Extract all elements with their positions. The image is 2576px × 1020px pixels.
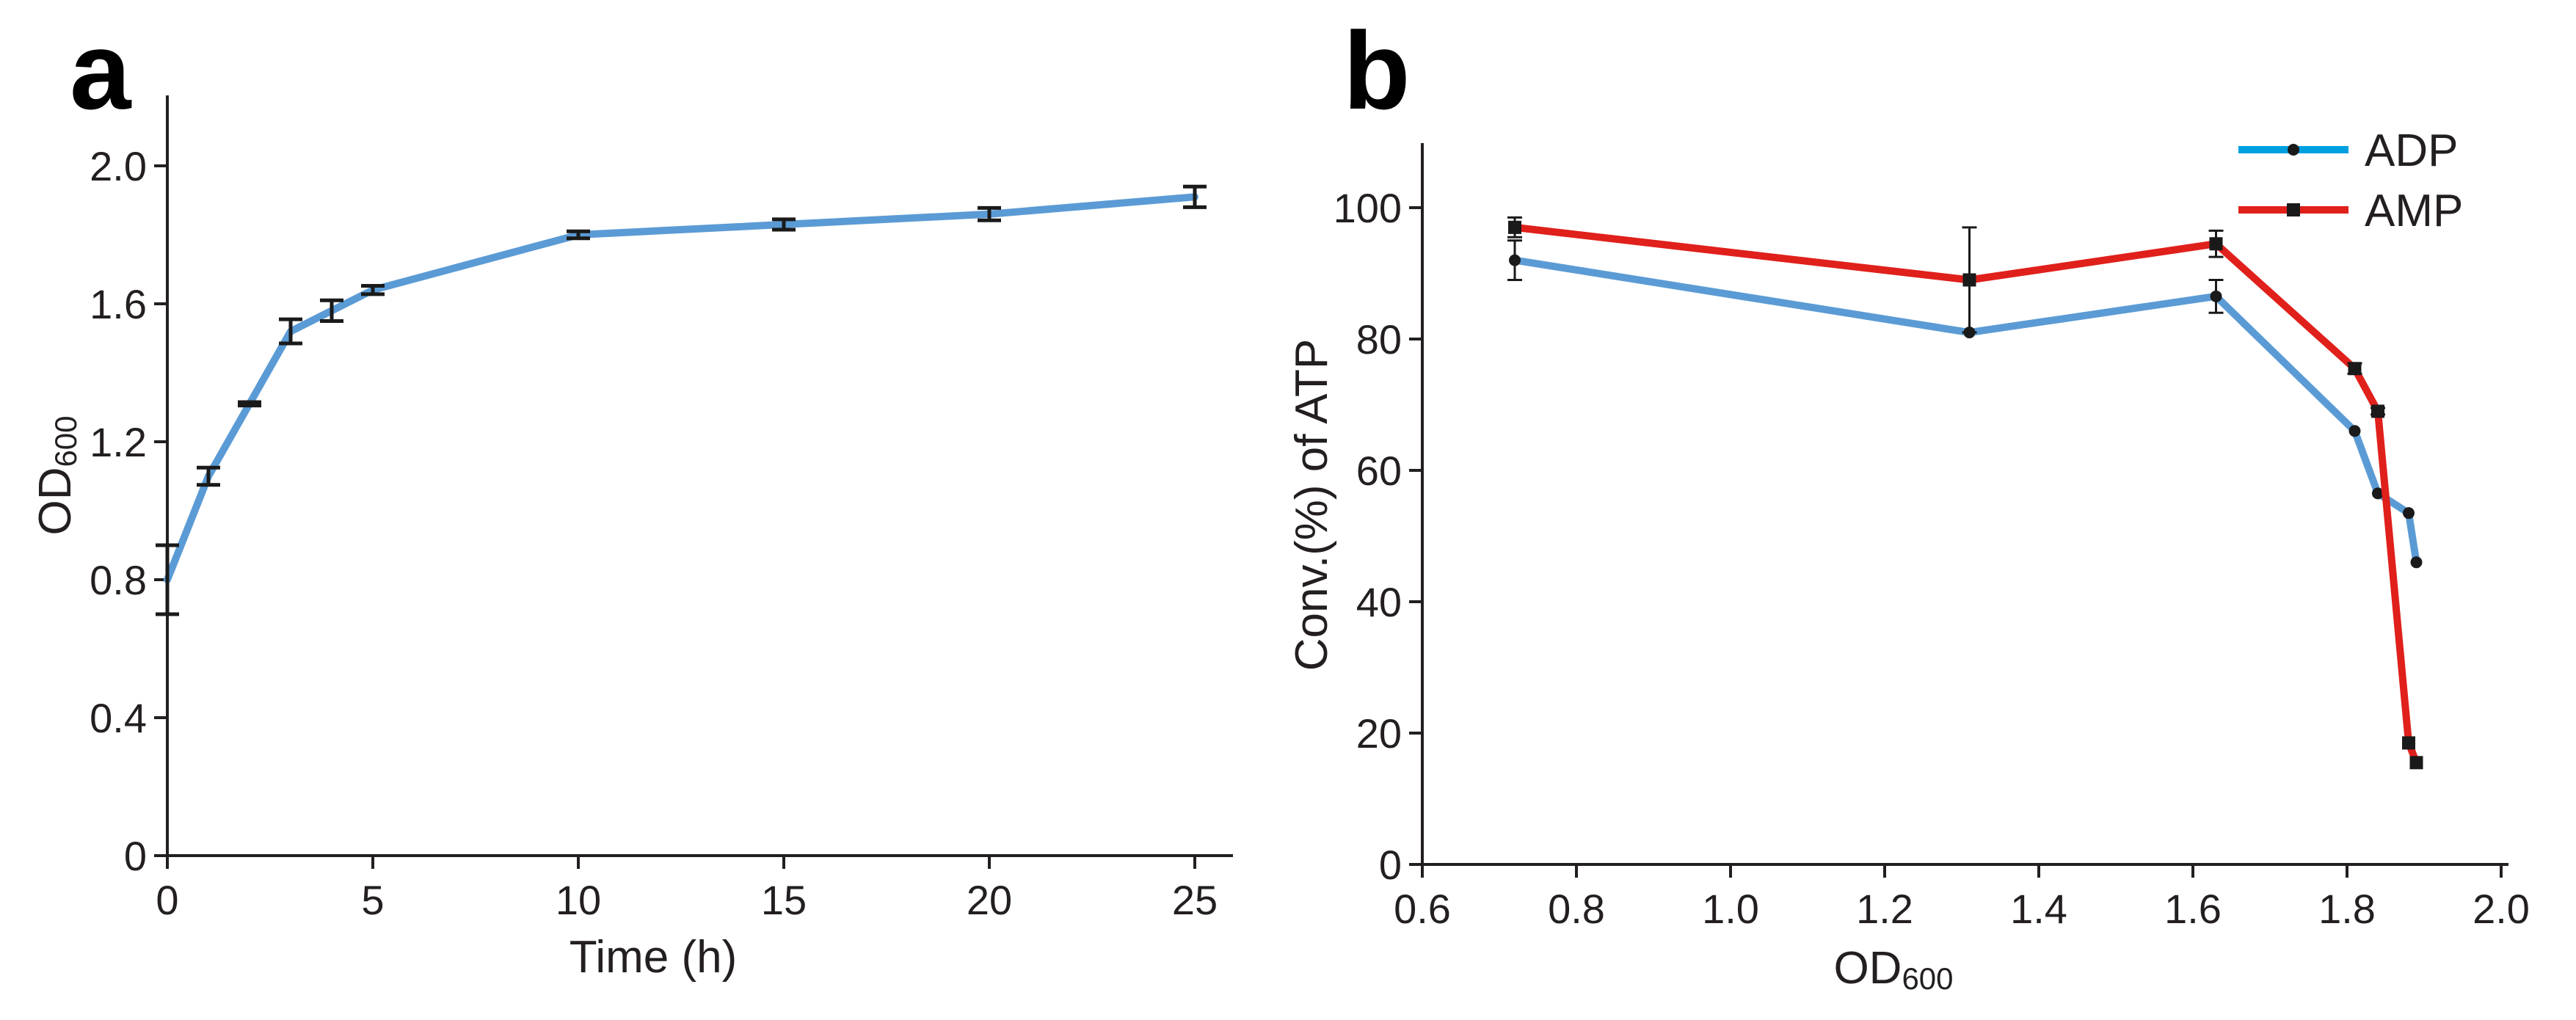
panel-b-x-tick-label: 1.6 — [2164, 886, 2222, 932]
legend: ADP AMP — [2238, 125, 2463, 236]
panel-b-x-tick-label: 1.2 — [1856, 886, 1913, 932]
panel-b-point-adp — [2348, 425, 2361, 437]
panel-a-y-tick-label: 1.2 — [90, 419, 147, 465]
panel-b-x-label-sub: 600 — [1902, 961, 1953, 996]
panel-a-y-tick-label: 0.8 — [90, 557, 147, 603]
panel-b-x-label-main: OD — [1833, 943, 1902, 994]
panel-b-series — [1507, 216, 2423, 770]
panel-b-point-amp — [2409, 756, 2423, 770]
panel-a-error-bar — [361, 284, 385, 296]
panel-a-y-label-main: OD — [30, 467, 81, 536]
panel-b-point-amp — [2371, 404, 2384, 418]
panel-b-y-tick-label: 60 — [1356, 448, 1402, 494]
panel-a-y-label-sub: 600 — [48, 415, 83, 467]
panel-a-point — [208, 476, 209, 477]
panel-a-series-line-od600 — [164, 193, 1198, 583]
panel-b-x-label: OD600 — [1833, 943, 1953, 996]
panel-a-point — [167, 579, 168, 580]
panel-a-error-bar — [320, 298, 343, 323]
panel-a-error-bar — [156, 543, 179, 616]
panel-a-x-tick-label: 0 — [156, 877, 178, 923]
panel-b-y-label: Conv.(%) of ATP — [1287, 339, 1337, 671]
chart-panel-a: a 0 5 10 15 20 25 0 0.4 0.8 1.2 1.6 2.0 Time (h) OD… — [30, 9, 1233, 983]
panel-b-point-amp — [1508, 220, 1521, 234]
panel-b-point-adp — [2410, 556, 2423, 569]
panel-a-point — [578, 234, 579, 236]
legend-amp-marker — [2287, 203, 2300, 216]
panel-a-y-tick-label: 2.0 — [90, 143, 147, 189]
panel-a-point — [1194, 196, 1196, 197]
panel-a-point — [290, 331, 291, 332]
panel-b-y-tick-label: 20 — [1356, 710, 1402, 757]
panel-b-y-tick-label: 100 — [1334, 185, 1402, 231]
panel-b-x-tick-label: 1.4 — [2010, 886, 2067, 932]
panel-a-y-tick-label: 1.6 — [90, 281, 147, 327]
panel-b-series-line-amp — [1511, 223, 2420, 767]
panel-a-x-tick-label: 20 — [967, 877, 1012, 923]
panel-a-error-bar — [238, 400, 261, 408]
panel-a-error-bar — [772, 217, 796, 232]
panel-a-error-bar — [197, 465, 220, 487]
panel-a-x-tick-label: 15 — [761, 877, 807, 923]
panel-b-x-tick-label: 2.0 — [2473, 886, 2530, 932]
panel-a-point — [783, 224, 785, 225]
panel-b-x-tick-label: 1.8 — [2318, 886, 2376, 932]
legend-adp-label: ADP — [2365, 125, 2458, 176]
panel-a-error-bar — [1183, 184, 1207, 209]
panel-a-y-label: OD600 — [30, 415, 83, 535]
panel-b-y-tick-label: 0 — [1379, 842, 1402, 888]
panel-a-x-tick-label: 10 — [556, 877, 601, 923]
panel-b-point-adp — [1509, 254, 1521, 266]
panel-b-point-amp — [1962, 273, 1976, 287]
panel-a-point — [249, 403, 250, 404]
panel-b-x-tick-label: 0.6 — [1394, 886, 1451, 932]
panel-b-point-amp — [2209, 237, 2223, 251]
panel-a-series — [156, 184, 1207, 616]
panel-a-y-tick-label: 0.4 — [90, 695, 147, 741]
panel-a-x-label: Time (h) — [570, 932, 737, 983]
panel-b-ticks: 0.6 0.8 1.0 1.2 1.4 1.6 1.8 2.0 0 20 40 60 80 100 — [1334, 185, 2530, 932]
panel-b-point-amp — [2348, 362, 2362, 376]
panel-b-y-tick-label: 80 — [1356, 316, 1402, 363]
panel-a-point — [989, 214, 990, 215]
panel-b-point-adp — [2210, 290, 2222, 302]
panel-a-error-bar — [567, 229, 590, 241]
panel-a-x-tick-label: 5 — [361, 877, 384, 923]
panel-a-error-bar — [978, 205, 1001, 222]
chart-panel-b: b 0.6 0.8 1.0 1.2 1.4 1.6 1.8 2.0 0 20 40 60 80 100 O… — [1287, 9, 2530, 996]
panel-a-point — [331, 310, 332, 311]
panel-a-ticks: 0 5 10 15 20 25 0 0.4 0.8 1.2 1.6 2.0 — [90, 143, 1218, 923]
panel-a-label: a — [70, 9, 132, 132]
panel-b-point-adp — [2372, 487, 2384, 500]
panel-a-error-bar — [279, 317, 302, 346]
panel-a-x-tick-label: 25 — [1172, 877, 1218, 923]
panel-a-y-tick-label: 0 — [124, 833, 147, 879]
panel-b-point-amp — [2402, 736, 2415, 750]
panel-b-x-tick-label: 1.0 — [1702, 886, 1759, 932]
legend-adp-marker — [2288, 144, 2299, 156]
panel-b-x-tick-label: 0.8 — [1548, 886, 1605, 932]
panel-a-point — [372, 289, 374, 291]
panel-b-label: b — [1343, 9, 1411, 132]
legend-amp-label: AMP — [2365, 186, 2463, 236]
panel-b-y-tick-label: 40 — [1356, 579, 1402, 625]
panel-b-point-adp — [2403, 507, 2415, 520]
